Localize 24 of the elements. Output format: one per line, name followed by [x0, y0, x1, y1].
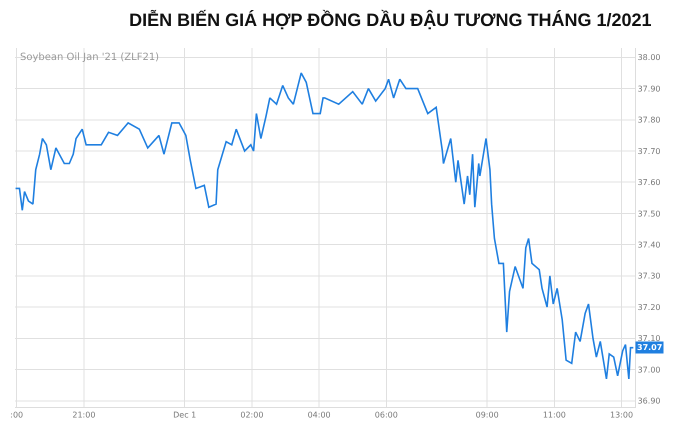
- x-tick-label: 09:00: [476, 410, 499, 420]
- y-tick-label: 37.50: [638, 209, 661, 218]
- chart-title: DIỄN BIẾN GIÁ HỢP ĐỒNG DẦU ĐẬU TƯƠNG THÁNG 1/2021: [129, 9, 652, 30]
- y-tick-label: 37.30: [638, 272, 661, 281]
- x-tick-label: 13:00: [610, 410, 634, 420]
- y-tick-label: 37.80: [638, 116, 661, 125]
- y-tick-label: 37.00: [638, 365, 661, 374]
- y-tick-label: 36.90: [638, 396, 661, 406]
- y-tick-label: 37.70: [638, 146, 661, 156]
- x-tick-label: Dec 1: [173, 410, 196, 420]
- y-tick-label: 37.20: [638, 302, 661, 312]
- y-tick-label: 37.40: [638, 240, 661, 250]
- y-tick-label: 37.90: [638, 84, 661, 94]
- x-tick-label: 11:00: [542, 410, 566, 420]
- annotation: 37.07: [637, 343, 662, 352]
- y-tick-label: 37.10: [638, 334, 661, 344]
- x-tick-label: 04:00: [308, 410, 331, 420]
- y-tick-label: 38.00: [638, 53, 661, 62]
- x-tick-label: 21:00: [72, 410, 96, 420]
- x-tick-label: :00: [10, 410, 24, 420]
- x-tick-label: 02:00: [240, 410, 264, 420]
- y-tick-label: 37.60: [638, 178, 661, 188]
- chart-subtitle: Soybean Oil Jan '21 (ZLF21): [20, 52, 160, 63]
- x-tick-label: 06:00: [374, 410, 398, 420]
